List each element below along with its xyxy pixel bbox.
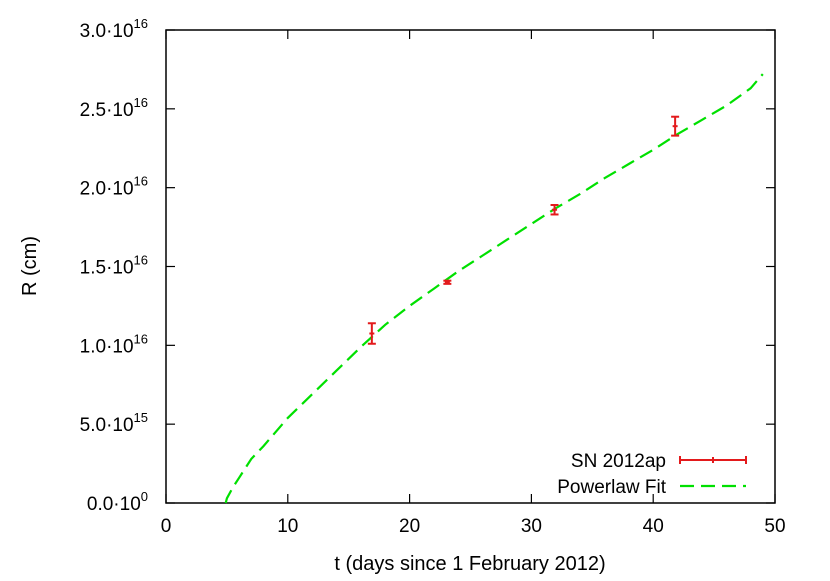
x-tick-label: 20: [399, 516, 420, 537]
y-axis-label: R (cm): [19, 236, 41, 296]
x-tick-labels: 0 10 20 30 40 50: [161, 516, 786, 537]
data-point: [671, 115, 680, 137]
y-tick-label: 0.0·100: [87, 489, 148, 515]
y-tick-label: 1.5·1016: [80, 253, 148, 279]
x-tick-label: 40: [643, 516, 664, 537]
y-tick-label: 5.0·1015: [80, 410, 148, 436]
x-axis-label: t (days since 1 February 2012): [334, 553, 605, 575]
y-tick-label: 3.0·1016: [80, 16, 148, 42]
x-tick-label: 10: [277, 516, 298, 537]
data-point: [367, 322, 376, 345]
y-tick-label: 1.0·1016: [80, 331, 148, 357]
x-tick-label: 50: [764, 516, 785, 537]
x-tick-label: 0: [161, 516, 172, 537]
y-tick-label: 2.0·1016: [80, 174, 148, 200]
legend-key-errorbar: [679, 456, 747, 464]
legend: SN 2012ap Powerlaw Fit: [557, 451, 747, 498]
fit-line-group: [224, 73, 764, 504]
data-point: [443, 279, 452, 285]
plot-frame: [165, 29, 776, 504]
y-tick-label: 2.5·1016: [80, 95, 148, 121]
axis-ticks: [165, 29, 776, 504]
data-point: [550, 204, 559, 216]
fit-line: [224, 73, 764, 504]
x-tick-label: 30: [521, 516, 542, 537]
error-bars-group: [367, 115, 680, 345]
legend-label-powerlaw-fit: Powerlaw Fit: [557, 477, 666, 498]
y-tick-labels: 0.0·100 5.0·1015 1.0·1016 1.5·1016 2.0·1016 2…: [80, 16, 148, 515]
legend-label-sn2012ap: SN 2012ap: [571, 451, 666, 472]
